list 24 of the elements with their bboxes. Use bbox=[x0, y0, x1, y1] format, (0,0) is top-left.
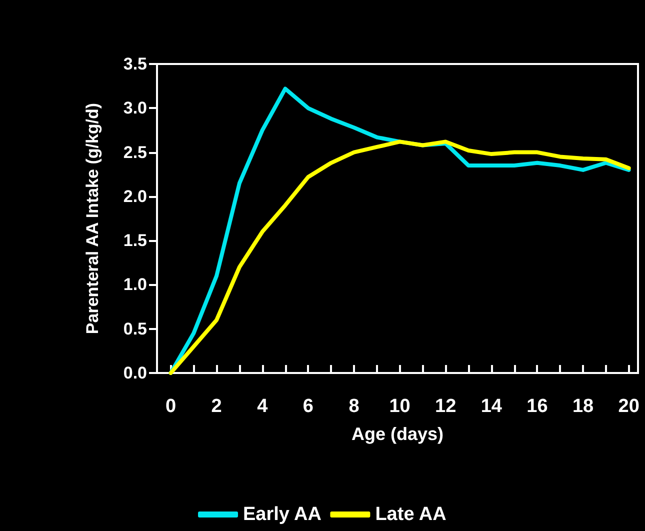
y-tick-label: 3.5 bbox=[123, 54, 147, 74]
x-axis-title: Age (days) bbox=[351, 424, 444, 444]
y-tick-label: 3.0 bbox=[123, 98, 147, 118]
x-tick-label: 10 bbox=[389, 396, 410, 417]
x-tick-label: 14 bbox=[480, 396, 502, 417]
x-tick-label: 6 bbox=[302, 396, 314, 417]
legend-label: Late AA bbox=[375, 504, 447, 525]
x-tick-label: 18 bbox=[572, 396, 594, 417]
y-tick-label: 0.0 bbox=[123, 364, 147, 382]
x-tick-label: 8 bbox=[348, 396, 360, 417]
x-tick-label: 20 bbox=[618, 396, 640, 417]
line-series bbox=[168, 140, 631, 375]
y-tick-label: 1.5 bbox=[123, 231, 147, 250]
y-tick-label: 1.0 bbox=[123, 275, 147, 294]
x-tick-label: 4 bbox=[257, 396, 268, 417]
y-tick-label: 2.0 bbox=[123, 186, 147, 206]
x-tick-label: 16 bbox=[526, 396, 548, 417]
x-tick-label: 2 bbox=[211, 396, 222, 417]
legend-label: Early AA bbox=[243, 504, 322, 525]
y-tick-label: 2.5 bbox=[123, 142, 147, 162]
y-axis-title: Parenteral AA Intake (g/kg/d) bbox=[83, 102, 102, 334]
x-tick-label: 12 bbox=[435, 396, 456, 417]
x-tick-label: 0 bbox=[165, 396, 176, 417]
y-tick-label: 0.5 bbox=[123, 319, 147, 338]
